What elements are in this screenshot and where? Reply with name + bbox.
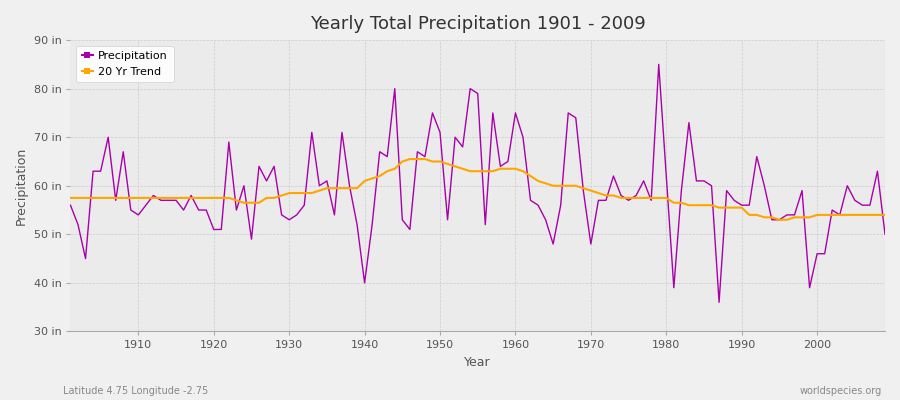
Legend: Precipitation, 20 Yr Trend: Precipitation, 20 Yr Trend	[76, 46, 174, 82]
Text: Latitude 4.75 Longitude -2.75: Latitude 4.75 Longitude -2.75	[63, 386, 208, 396]
Text: worldspecies.org: worldspecies.org	[800, 386, 882, 396]
Y-axis label: Precipitation: Precipitation	[15, 147, 28, 225]
X-axis label: Year: Year	[464, 356, 491, 369]
Title: Yearly Total Precipitation 1901 - 2009: Yearly Total Precipitation 1901 - 2009	[310, 15, 645, 33]
